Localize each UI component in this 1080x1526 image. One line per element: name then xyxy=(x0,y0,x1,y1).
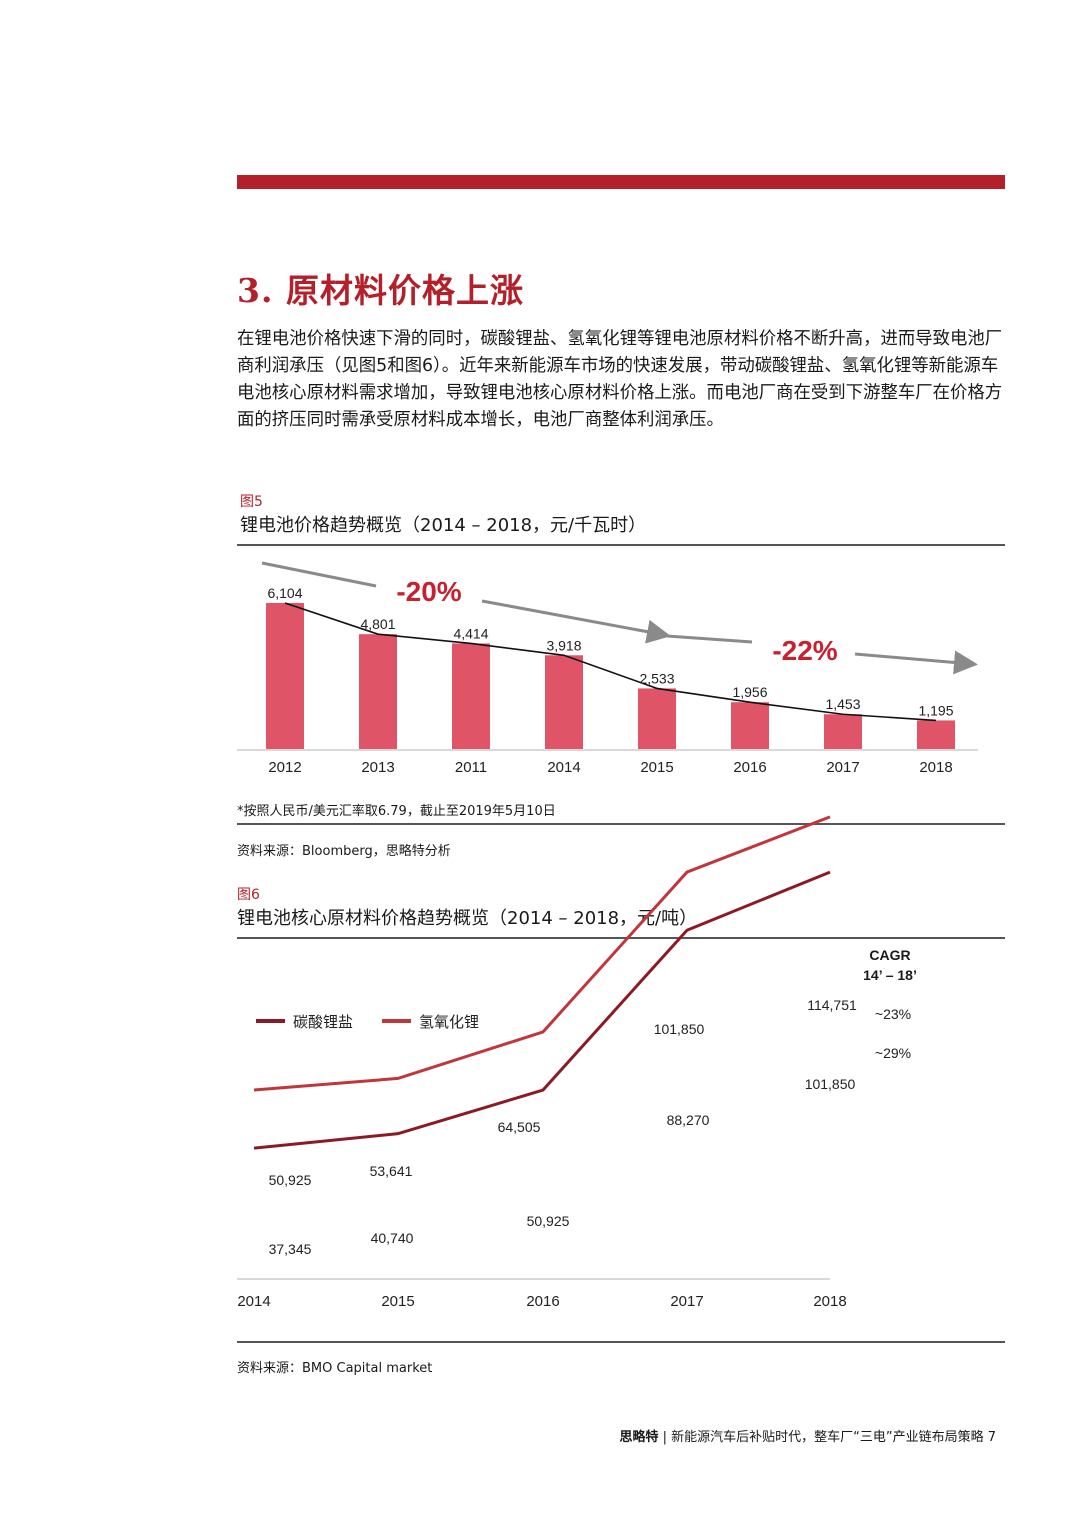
chart6-cagr-value: ~23% xyxy=(875,1006,911,1022)
chart5-bar xyxy=(266,603,304,749)
figure5-source: 资料来源：Bloomberg，思略特分析 xyxy=(237,844,451,859)
chart5-trend-arrow-a xyxy=(261,561,377,588)
page-footer: 思略特 | 新能源汽车后补贴时代，整车厂“三电”产业链布局策略 7 xyxy=(619,1426,996,1445)
chart6-series-line xyxy=(253,815,831,1092)
figure5-title: 锂电池价格趋势概览（2014 – 2018，元/千瓦时） xyxy=(240,515,647,536)
chart6-legend-label: 碳酸锂盐 xyxy=(293,1014,353,1031)
chart5-trend-arrow-c xyxy=(666,634,753,644)
footer-brand: 思略特 xyxy=(619,1430,659,1445)
chart5-x-tick: 2013 xyxy=(361,759,394,776)
figure6-line-chart: 2014 2015 2016 2017 2018 37,345 40,740 50,925 88… xyxy=(237,815,917,1310)
chart5-bar xyxy=(824,714,862,749)
figure6-number: 图6 xyxy=(237,887,260,903)
chart5-value-label: 1,956 xyxy=(732,684,767,700)
chart6-value-label: 101,850 xyxy=(654,1021,705,1037)
chart6-value-label: 37,345 xyxy=(269,1241,312,1257)
page-number: 7 xyxy=(987,1430,996,1445)
chart5-value-label: 2,533 xyxy=(639,670,674,686)
chart5-x-tick: 2015 xyxy=(640,759,673,776)
footer-text: | 新能源汽车后补贴时代，整车厂“三电”产业链布局策略 xyxy=(658,1430,984,1445)
chart6-x-tick: 2018 xyxy=(813,1293,846,1310)
figure5-bar-chart: 2012 2013 2011 2014 2015 2016 2017 2018 6,104 4,8… xyxy=(237,561,978,776)
chart6-value-label: 50,925 xyxy=(527,1213,570,1229)
chart5-bar xyxy=(731,702,769,749)
chart6-value-label: 114,751 xyxy=(807,997,857,1013)
chart6-x-tick: 2016 xyxy=(526,1293,559,1310)
chart5-x-tick: 2018 xyxy=(919,759,952,776)
figure5-bottom-rule xyxy=(237,823,1005,825)
figure6-source: 资料来源：BMO Capital market xyxy=(237,1361,433,1376)
chart5-trend-arrow-d xyxy=(854,650,978,675)
chart5-x-tick: 2012 xyxy=(268,759,301,776)
chart6-value-label: 64,505 xyxy=(498,1119,541,1135)
chart6-value-label: 50,925 xyxy=(269,1172,312,1188)
chart5-annotation: -20% xyxy=(396,576,461,607)
chart6-value-label: 88,270 xyxy=(667,1112,710,1128)
figure6-title: 锂电池核心原材料价格趋势概览（2014 – 2018，元/吨） xyxy=(237,908,698,929)
chart5-x-tick: 2011 xyxy=(455,759,487,776)
chart6-cagr-period: 14’ – 18’ xyxy=(863,967,917,983)
figure6-bottom-rule xyxy=(237,1341,1005,1343)
figure5-number: 图5 xyxy=(240,494,263,510)
header-accent-bar xyxy=(237,175,1005,189)
section-title: 3. 原材料价格上涨 xyxy=(237,271,524,310)
intro-paragraph: 在锂电池价格快速下滑的同时，碳酸锂盐、氢氧化锂等锂电池原材料价格不断升高，进而导… xyxy=(237,329,1003,430)
chart6-cagr-value: ~29% xyxy=(875,1045,911,1061)
figure6-top-rule xyxy=(237,937,1005,939)
chart5-value-label: 3,918 xyxy=(546,637,581,653)
chart5-value-label: 4,801 xyxy=(360,616,395,632)
chart6-x-tick: 2015 xyxy=(381,1293,414,1310)
chart5-bar xyxy=(359,634,397,749)
chart5-annotation: -22% xyxy=(772,635,837,666)
chart6-legend-label: 氢氧化锂 xyxy=(419,1014,479,1031)
chart5-value-label: 1,195 xyxy=(918,702,953,718)
chart6-cagr-header: CAGR xyxy=(869,947,910,963)
figure5-top-rule xyxy=(237,544,1005,546)
chart5-value-label: 6,104 xyxy=(267,585,302,601)
chart5-x-tick: 2016 xyxy=(733,759,766,776)
chart6-value-label: 40,740 xyxy=(371,1230,414,1246)
chart6-x-tick: 2017 xyxy=(670,1293,703,1310)
chart5-value-label: 1,453 xyxy=(825,696,860,712)
chart5-value-label: 4,414 xyxy=(453,625,488,641)
chart5-bar xyxy=(638,688,676,749)
chart5-bar xyxy=(545,655,583,749)
chart6-series-line xyxy=(253,870,831,1150)
chart5-x-tick: 2014 xyxy=(547,759,580,776)
chart6-value-label: 101,850 xyxy=(805,1076,856,1092)
figure5-note: *按照人民币/美元汇率取6.79，截止至2019年5月10日 xyxy=(237,804,556,819)
chart5-bar xyxy=(452,643,490,749)
chart5-trend-arrow-b xyxy=(481,599,671,644)
chart5-x-tick: 2017 xyxy=(826,759,859,776)
chart6-value-label: 53,641 xyxy=(370,1163,413,1179)
chart6-x-tick: 2014 xyxy=(237,1293,270,1310)
chart5-trend-line xyxy=(284,602,937,722)
chart5-bar xyxy=(917,720,955,749)
